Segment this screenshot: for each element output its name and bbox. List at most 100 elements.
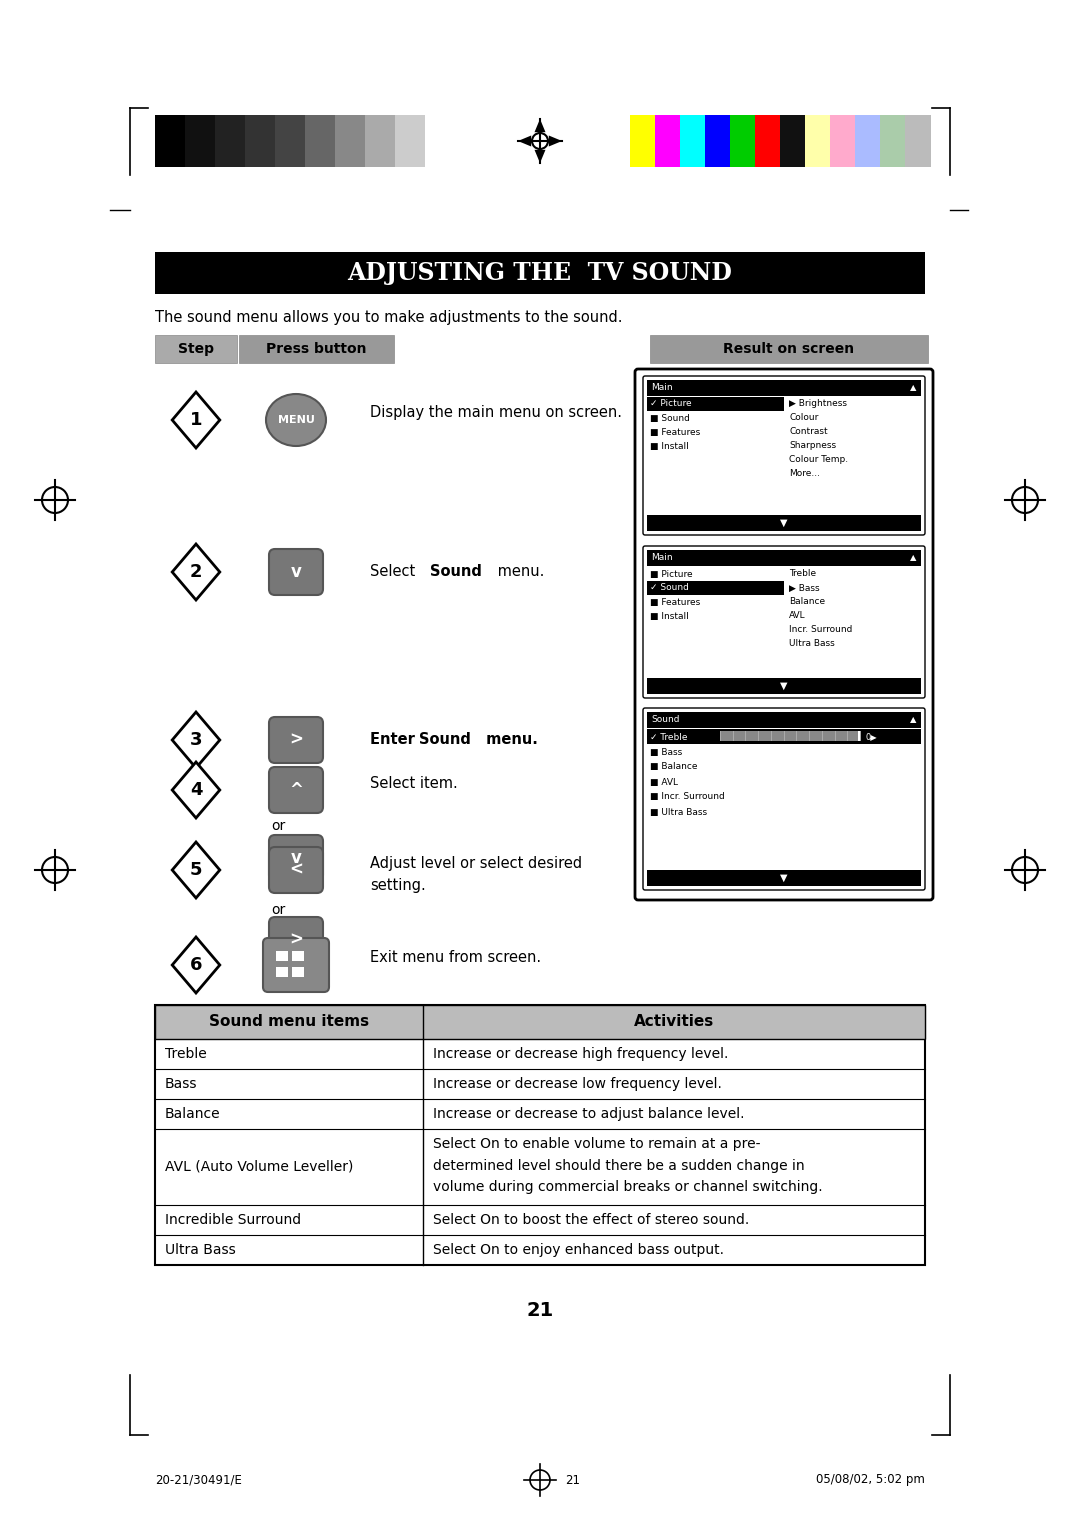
Bar bbox=[156, 335, 237, 364]
Bar bbox=[647, 678, 921, 694]
Text: Sound menu items: Sound menu items bbox=[208, 1015, 369, 1030]
Text: 1: 1 bbox=[190, 411, 202, 429]
Text: setting.: setting. bbox=[370, 879, 426, 892]
Bar bbox=[276, 967, 288, 976]
Polygon shape bbox=[172, 937, 220, 993]
Bar bbox=[880, 115, 905, 167]
Bar bbox=[905, 115, 931, 167]
Text: ✓ Sound: ✓ Sound bbox=[650, 584, 689, 593]
Bar bbox=[335, 115, 365, 167]
Text: MENU: MENU bbox=[278, 416, 314, 425]
Text: ■ Balance: ■ Balance bbox=[650, 762, 698, 772]
Bar bbox=[647, 397, 784, 411]
Text: Balance: Balance bbox=[165, 1106, 220, 1122]
Text: AVL: AVL bbox=[789, 611, 806, 620]
Text: ▲: ▲ bbox=[909, 715, 916, 724]
FancyBboxPatch shape bbox=[269, 549, 323, 594]
FancyBboxPatch shape bbox=[269, 767, 323, 813]
Bar bbox=[647, 712, 921, 727]
Text: ▲: ▲ bbox=[909, 384, 916, 393]
Bar bbox=[156, 1005, 924, 1265]
Bar bbox=[858, 730, 860, 741]
Text: 5: 5 bbox=[190, 860, 202, 879]
Text: 3: 3 bbox=[190, 730, 202, 749]
Text: 6: 6 bbox=[190, 957, 202, 973]
Text: ▲: ▲ bbox=[909, 553, 916, 562]
Bar bbox=[647, 515, 921, 532]
Text: or: or bbox=[271, 903, 285, 917]
FancyBboxPatch shape bbox=[643, 707, 924, 889]
Bar bbox=[755, 115, 781, 167]
Text: or: or bbox=[271, 819, 285, 833]
Bar bbox=[647, 869, 921, 886]
Bar bbox=[650, 335, 928, 364]
Text: Increase or decrease to adjust balance level.: Increase or decrease to adjust balance l… bbox=[433, 1106, 744, 1122]
Text: Incr. Surround: Incr. Surround bbox=[789, 625, 852, 634]
Text: determined level should there be a sudden change in: determined level should there be a sudde… bbox=[433, 1158, 805, 1172]
Bar bbox=[245, 115, 275, 167]
Bar bbox=[780, 115, 806, 167]
Text: Result on screen: Result on screen bbox=[724, 342, 854, 356]
Bar bbox=[680, 115, 705, 167]
Bar bbox=[215, 115, 245, 167]
Text: ^: ^ bbox=[289, 781, 302, 799]
Bar bbox=[647, 581, 784, 594]
Text: ■ Install: ■ Install bbox=[650, 442, 689, 451]
Polygon shape bbox=[172, 762, 220, 817]
Text: 21: 21 bbox=[526, 1300, 554, 1320]
Polygon shape bbox=[172, 712, 220, 769]
Text: menu.: menu. bbox=[481, 732, 538, 747]
Text: Press button: Press button bbox=[266, 342, 366, 356]
Text: >: > bbox=[289, 730, 303, 749]
Text: Incredible Surround: Incredible Surround bbox=[165, 1213, 301, 1227]
FancyBboxPatch shape bbox=[269, 717, 323, 762]
Text: Ultra Bass: Ultra Bass bbox=[789, 640, 835, 648]
Text: ▶ Bass: ▶ Bass bbox=[789, 584, 820, 593]
Bar bbox=[156, 115, 186, 167]
Text: Main: Main bbox=[651, 384, 673, 393]
Text: Step: Step bbox=[178, 342, 214, 356]
Bar bbox=[365, 115, 395, 167]
Bar bbox=[395, 115, 426, 167]
Bar bbox=[630, 115, 656, 167]
Text: ▼: ▼ bbox=[780, 872, 787, 883]
Bar bbox=[805, 115, 831, 167]
Text: Enter: Enter bbox=[370, 732, 420, 747]
Text: 4: 4 bbox=[190, 781, 202, 799]
Text: Balance: Balance bbox=[789, 597, 825, 607]
Text: Adjust level or select desired: Adjust level or select desired bbox=[370, 856, 582, 871]
Text: menu.: menu. bbox=[492, 564, 544, 579]
Text: ■ Picture: ■ Picture bbox=[650, 570, 692, 579]
Polygon shape bbox=[518, 136, 531, 147]
Text: Bass: Bass bbox=[165, 1077, 198, 1091]
Text: v: v bbox=[291, 562, 301, 581]
Bar bbox=[292, 950, 303, 961]
Text: <: < bbox=[289, 860, 303, 879]
Text: The sound menu allows you to make adjustments to the sound.: The sound menu allows you to make adjust… bbox=[156, 310, 622, 325]
Bar bbox=[156, 252, 924, 293]
Bar bbox=[426, 115, 456, 167]
Text: ▶ Brightness: ▶ Brightness bbox=[789, 399, 847, 408]
Text: 2: 2 bbox=[190, 562, 202, 581]
Text: Select item.: Select item. bbox=[370, 776, 458, 790]
Text: Contrast: Contrast bbox=[789, 428, 827, 437]
Text: 0▶: 0▶ bbox=[865, 732, 877, 741]
FancyBboxPatch shape bbox=[264, 938, 329, 992]
Bar bbox=[275, 115, 306, 167]
FancyBboxPatch shape bbox=[643, 545, 924, 698]
Bar bbox=[855, 115, 880, 167]
FancyBboxPatch shape bbox=[269, 834, 323, 882]
Text: ▼: ▼ bbox=[780, 681, 787, 691]
Bar bbox=[730, 115, 756, 167]
Bar bbox=[156, 1005, 924, 1039]
Text: Sound: Sound bbox=[430, 564, 482, 579]
FancyBboxPatch shape bbox=[269, 847, 323, 892]
Text: v: v bbox=[291, 850, 301, 866]
Text: ■ Features: ■ Features bbox=[650, 597, 700, 607]
Text: ADJUSTING THE  TV SOUND: ADJUSTING THE TV SOUND bbox=[348, 261, 732, 286]
Text: >: > bbox=[289, 931, 303, 949]
Text: ■ AVL: ■ AVL bbox=[650, 778, 678, 787]
Polygon shape bbox=[172, 393, 220, 448]
Text: Ultra Bass: Ultra Bass bbox=[165, 1242, 235, 1258]
Text: Select On to enable volume to remain at a pre-: Select On to enable volume to remain at … bbox=[433, 1137, 760, 1151]
